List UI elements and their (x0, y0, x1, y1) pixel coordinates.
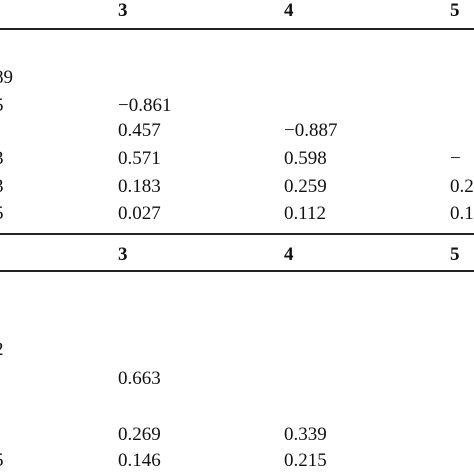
row-label: 5 (0, 203, 4, 225)
table-cell: −0.861 (118, 95, 172, 116)
row-label: 5 (0, 95, 4, 117)
table-cell: 0.339 (284, 424, 327, 445)
header-rule (0, 270, 474, 272)
row-label: 89 (0, 67, 13, 88)
col-header-5: 5 (450, 244, 460, 265)
header-rule (0, 28, 474, 30)
table-cell: − (450, 148, 461, 169)
row-label: 2 (0, 339, 4, 361)
table-cell: 0.663 (118, 368, 161, 389)
row-label: 3 (0, 176, 4, 198)
row-label: 5 (0, 450, 4, 472)
table-cell: 0.598 (284, 148, 327, 169)
table-cell: 0.215 (284, 450, 327, 471)
table-cell: 0.259 (284, 176, 327, 197)
section-rule (0, 233, 474, 235)
col-header-3: 3 (118, 244, 128, 265)
table-cell: 0.027 (118, 203, 161, 224)
table-cell: 0.112 (284, 203, 327, 224)
col-header-5: 5 (450, 0, 460, 21)
table-cell: 0.457 (118, 120, 161, 141)
table-cell: 0.146 (118, 450, 161, 471)
table-cell: −0.887 (284, 120, 338, 141)
row-label: 3 (0, 148, 4, 170)
col-header-3: 3 (118, 0, 128, 21)
table-cell: 0.269 (118, 424, 161, 445)
table-cell: 0.1 (450, 203, 474, 224)
col-header-4: 4 (284, 0, 294, 21)
table-cell: 0.571 (118, 148, 161, 169)
table-cell: 0.2 (450, 176, 474, 197)
col-header-4: 4 (284, 244, 294, 265)
table-cell: 0.183 (118, 176, 161, 197)
